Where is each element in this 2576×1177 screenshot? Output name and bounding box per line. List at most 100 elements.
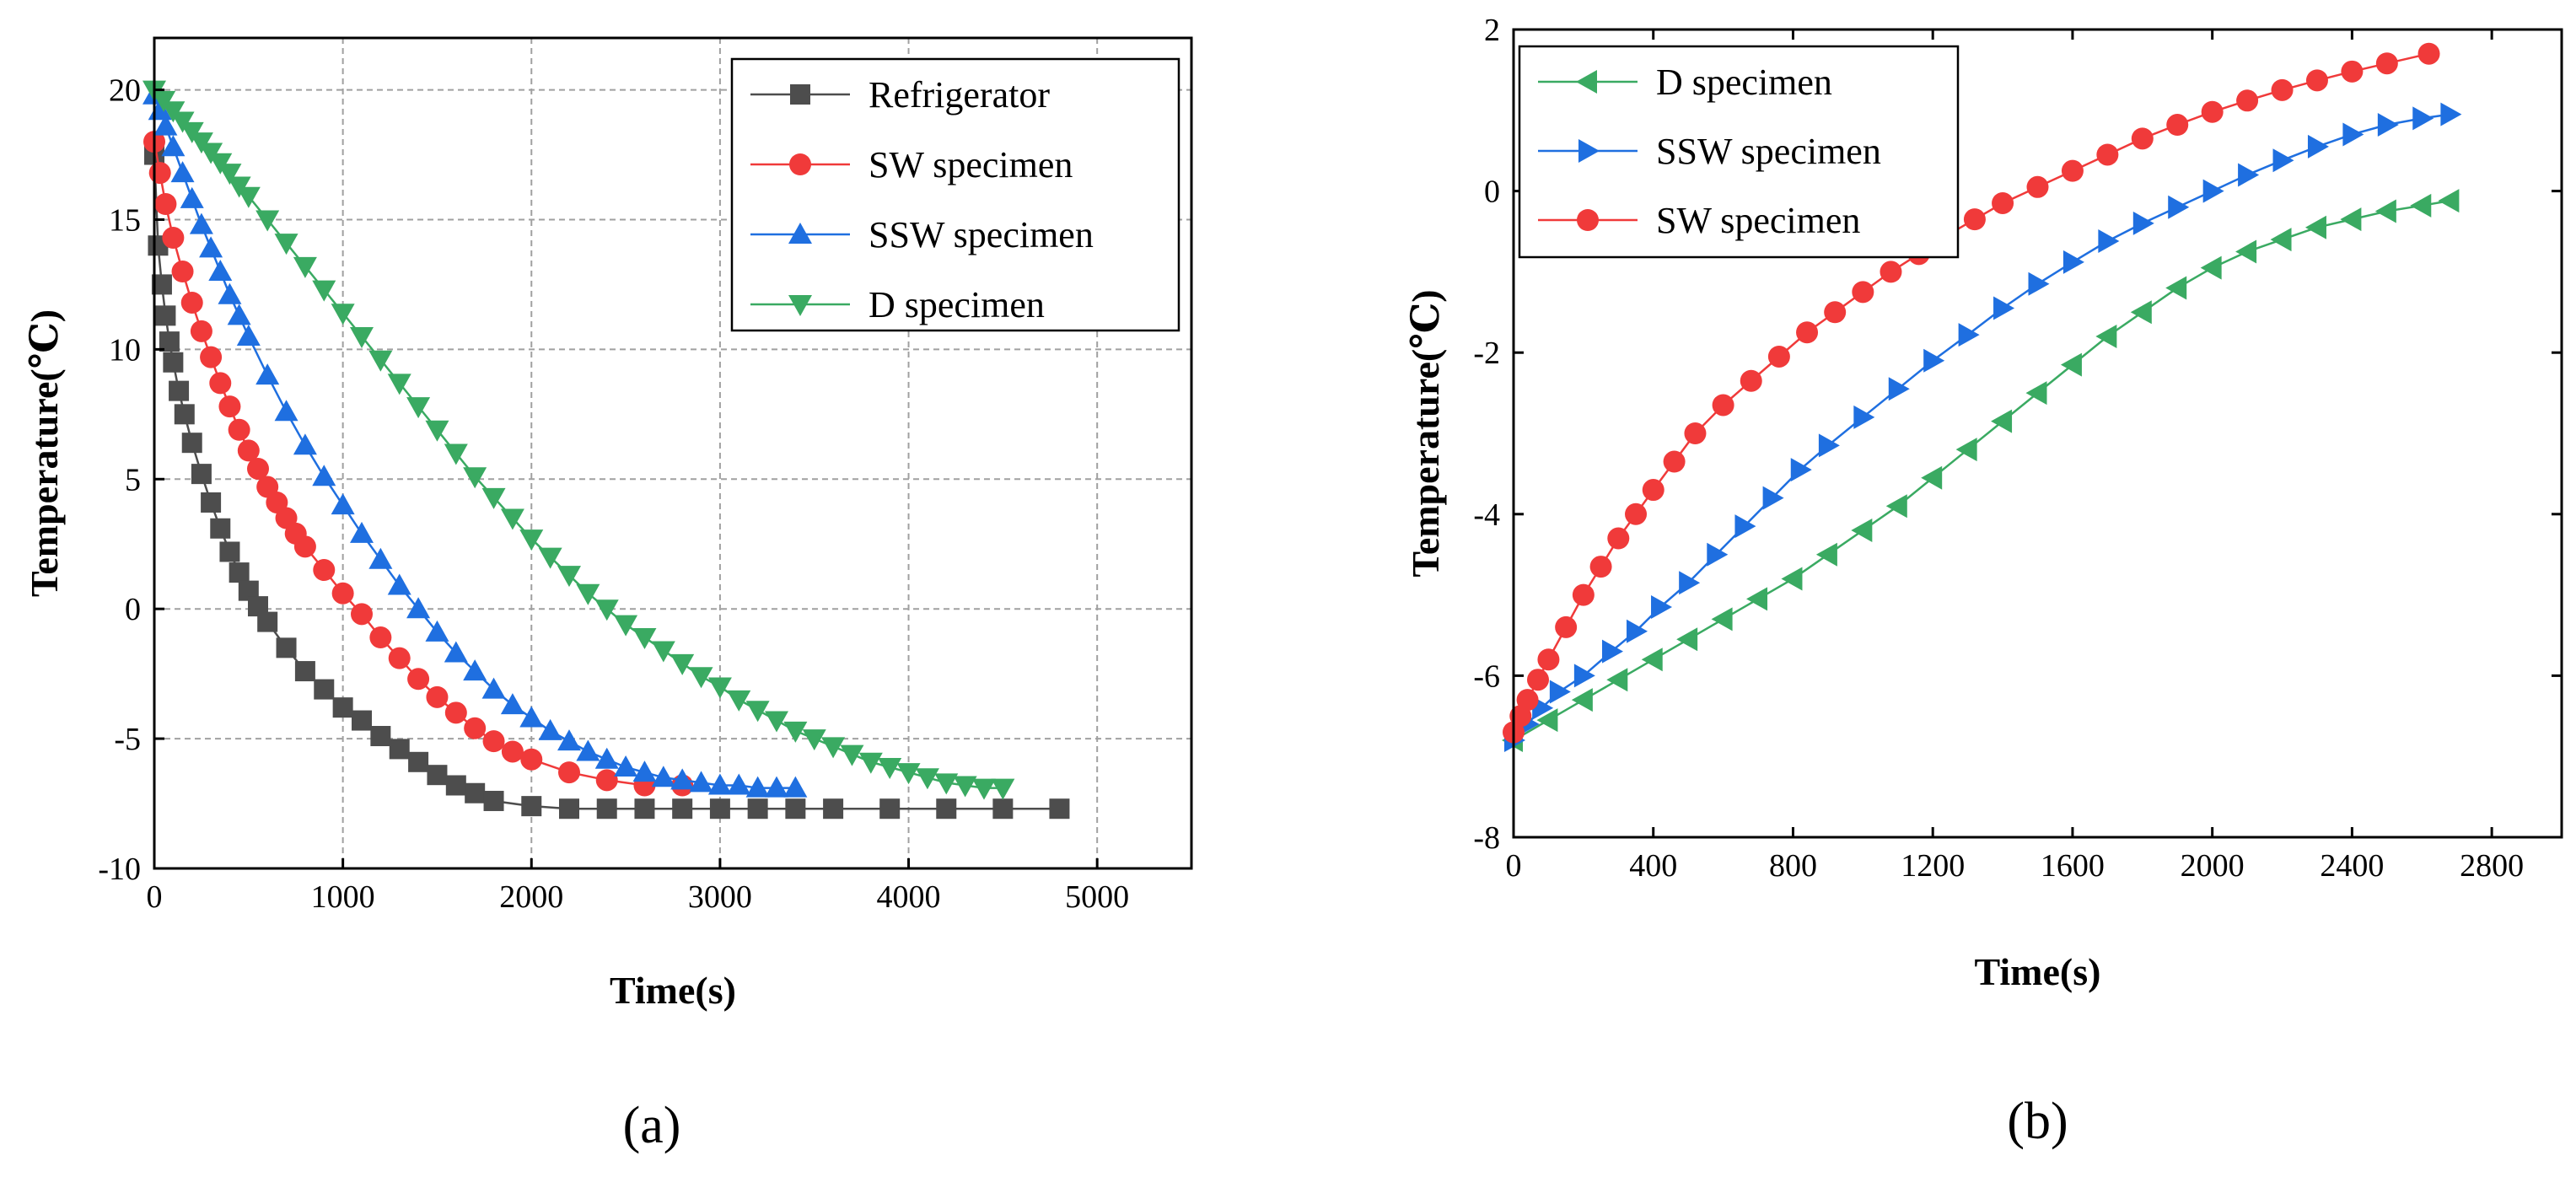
data-point (765, 711, 788, 733)
data-point (170, 161, 195, 183)
data-point (2201, 100, 2224, 123)
y-tick-label: -2 (1473, 336, 1500, 371)
data-point (174, 404, 195, 425)
data-point (2304, 215, 2326, 239)
data-point (190, 320, 212, 342)
data-point (236, 324, 261, 346)
data-point (1991, 409, 2013, 433)
data-point (1734, 514, 1756, 539)
data-point (858, 752, 883, 774)
legend-label: Refrigerator (869, 74, 1050, 116)
data-point (350, 521, 374, 543)
data-point (1880, 261, 1902, 283)
data-point (2200, 255, 2222, 280)
data-point (1921, 465, 1943, 490)
y-tick-label: 2 (1484, 13, 1500, 48)
data-point (747, 798, 768, 820)
data-point (388, 647, 411, 669)
data-point (1572, 583, 1595, 606)
y-tick-label: -4 (1473, 497, 1500, 533)
data-point (1888, 377, 1910, 401)
data-point (236, 186, 261, 208)
data-point (915, 768, 939, 790)
data-point (293, 433, 317, 455)
data-point (229, 562, 250, 583)
data-point (426, 685, 449, 708)
legend-item: D specimen (750, 284, 1045, 325)
data-point (595, 769, 618, 792)
series-ssw-specimen (1504, 102, 2462, 753)
legend-marker (1577, 209, 1599, 231)
data-point (634, 798, 655, 820)
y-tick-label: 0 (1484, 175, 1500, 210)
data-point (596, 798, 617, 820)
data-point (651, 766, 675, 787)
legend-marker (788, 223, 812, 244)
data-point (1746, 587, 1768, 611)
data-point (370, 726, 391, 747)
data-point (727, 690, 751, 712)
x-tick-label: 5000 (1065, 879, 1129, 915)
data-point (783, 721, 808, 743)
data-point (2305, 69, 2328, 92)
data-point (840, 744, 864, 766)
data-point (171, 261, 194, 283)
legend-item: Refrigerator (750, 74, 1050, 116)
y-tick-label: 20 (109, 73, 141, 109)
data-point (1992, 191, 2014, 214)
panel-label-b: (b) (2007, 1093, 2068, 1150)
data-point (219, 541, 240, 562)
data-point (802, 729, 826, 751)
data-point (154, 193, 177, 215)
chart-b-y-axis-title: Temperature(℃) (1404, 289, 1447, 577)
data-point (313, 559, 336, 582)
data-point (1711, 607, 1733, 631)
data-point (1516, 689, 1539, 712)
data-point (538, 718, 562, 740)
data-point (445, 775, 466, 796)
data-point (879, 798, 901, 820)
data-point (2130, 300, 2152, 325)
y-tick-label: -8 (1473, 820, 1500, 856)
data-point (257, 611, 278, 632)
data-point (331, 582, 354, 605)
chart-a: 0 1000 2000 3000 4000 5000 -10 -5 0 5 10 15 20 Refri… (23, 36, 1193, 1154)
data-point (332, 697, 353, 718)
data-point (2307, 134, 2329, 159)
data-point (992, 798, 1014, 820)
data-point (1790, 458, 1812, 482)
data-point (520, 748, 543, 771)
data-point (331, 493, 355, 515)
data-point (1853, 405, 1875, 429)
data-point (218, 282, 242, 304)
data-point (557, 566, 581, 588)
data-point (465, 782, 486, 803)
data-point (2095, 325, 2117, 349)
data-point (368, 350, 393, 372)
data-point (1607, 527, 1630, 550)
data-point (293, 535, 316, 558)
data-point (463, 659, 487, 681)
data-point (2417, 42, 2440, 65)
data-point (2236, 89, 2259, 112)
data-point (1651, 594, 1673, 619)
data-point (2061, 159, 2084, 182)
data-point (519, 706, 544, 728)
data-point (200, 346, 223, 368)
data-point (180, 291, 203, 314)
data-point (576, 583, 600, 605)
data-point (227, 304, 251, 325)
panel-label-a: (a) (623, 1097, 681, 1154)
y-tick-label: 5 (125, 462, 141, 497)
y-tick-label: 10 (109, 332, 141, 368)
series-line (1513, 199, 2450, 742)
data-point (878, 757, 902, 779)
data-point (2165, 276, 2187, 300)
x-tick-label: 4000 (877, 879, 941, 915)
legend-marker (1578, 139, 1600, 163)
data-point (161, 135, 186, 157)
data-point (823, 798, 844, 820)
data-point (1676, 627, 1698, 652)
y-tick-label: -10 (98, 852, 141, 887)
data-point (689, 667, 713, 689)
